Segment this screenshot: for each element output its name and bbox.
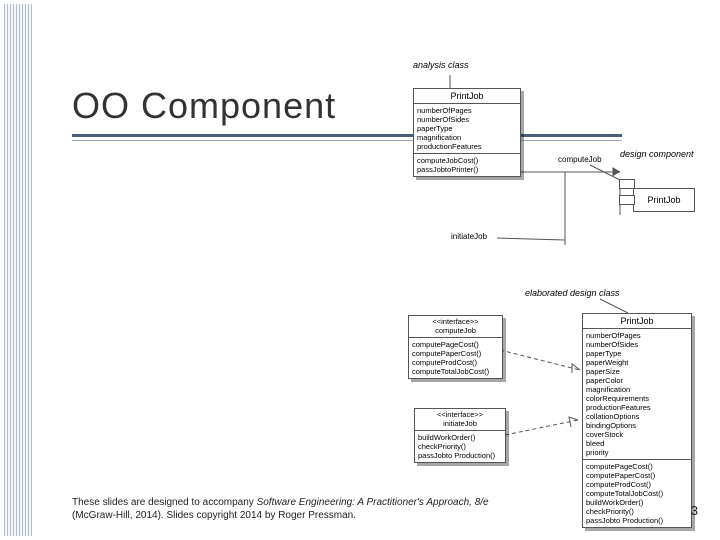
design-component-label: design component — [620, 149, 694, 159]
op: computePaperCost() — [586, 471, 688, 480]
attr: paperType — [586, 349, 688, 358]
analysis-printjob-attrs: numberOfPages numberOfSides paperType ma… — [414, 104, 520, 154]
analysis-printjob-ops: computeJobCost() passJobtoPrinter() — [414, 154, 520, 176]
analysis-printjob-classbox: PrintJob numberOfPages numberOfSides pap… — [413, 88, 521, 177]
interface-initiatejob-header: <<interface>> initiateJob — [415, 409, 505, 431]
elaborated-design-label: elaborated design class — [525, 288, 620, 298]
slide-left-border — [4, 4, 32, 536]
op: checkPriority() — [418, 442, 502, 451]
component-stub-1 — [619, 179, 635, 189]
initiate-job-label: initiateJob — [451, 232, 487, 241]
component-stub-2 — [619, 195, 635, 205]
op: computeTotalJobCost() — [412, 367, 499, 376]
interface-initiatejob-ops: buildWorkOrder() checkPriority() passJob… — [415, 431, 505, 462]
op: buildWorkOrder() — [586, 498, 688, 507]
op: buildWorkOrder() — [418, 433, 502, 442]
attr: priority — [586, 448, 688, 457]
attr: paperWeight — [586, 358, 688, 367]
elaborated-printjob-name: PrintJob — [583, 314, 691, 329]
op: computePageCost() — [412, 340, 499, 349]
bottom-diagram: elaborated design class PrintJob numberO… — [390, 280, 710, 500]
analysis-class-label: analysis class — [413, 60, 469, 70]
op: passJobto Production() — [586, 516, 688, 525]
attr: coverStock — [586, 430, 688, 439]
attr: magnification — [586, 385, 688, 394]
footer-line2: (McGraw-Hill, 2014). Slides copyright 20… — [72, 510, 356, 521]
attr: productionFeatures — [586, 403, 688, 412]
attr: numberOfSides — [417, 115, 517, 124]
attr: paperColor — [586, 376, 688, 385]
design-printjob-box: PrintJob — [633, 188, 695, 212]
analysis-printjob-name: PrintJob — [414, 89, 520, 104]
op: computeProdCost() — [412, 358, 499, 367]
slide-title: OO Component — [72, 85, 336, 127]
op: computeJobCost() — [417, 156, 517, 165]
footer-book-title: Software Engineering: A Practitioner's A… — [257, 497, 489, 508]
interface-computejob-header: <<interface>> computeJob — [409, 316, 502, 338]
interface-initiatejob-classbox: <<interface>> initiateJob buildWorkOrder… — [414, 408, 506, 463]
elaborated-printjob-attrs: numberOfPages numberOfSides paperType pa… — [583, 329, 691, 460]
op: passJobtoPrinter() — [417, 165, 517, 174]
slide-footer: These slides are designed to accompany S… — [72, 497, 489, 522]
op: computeTotalJobCost() — [586, 489, 688, 498]
attr: paperSize — [586, 367, 688, 376]
slide: OO Component analysis class PrintJob num… — [0, 0, 720, 540]
attr: numberOfSides — [586, 340, 688, 349]
page-number: 3 — [691, 503, 698, 518]
top-diagram: analysis class PrintJob numberOfPages nu… — [395, 60, 705, 270]
op: passJobto Production() — [418, 451, 502, 460]
op: computeProdCost() — [586, 480, 688, 489]
attr: magnification — [417, 133, 517, 142]
attr: paperType — [417, 124, 517, 133]
attr: productionFeatures — [417, 142, 517, 151]
interface-computejob-ops: computePageCost() computePaperCost() com… — [409, 338, 502, 378]
attr: collationOptions — [586, 412, 688, 421]
attr: numberOfPages — [417, 106, 517, 115]
compute-job-label: computeJob — [558, 155, 602, 164]
elaborated-printjob-classbox: PrintJob numberOfPages numberOfSides pap… — [582, 313, 692, 528]
op: computePaperCost() — [412, 349, 499, 358]
attr: bleed — [586, 439, 688, 448]
attr: numberOfPages — [586, 331, 688, 340]
interface-computejob-classbox: <<interface>> computeJob computePageCost… — [408, 315, 503, 379]
footer-line1-part1: These slides are designed to accompany — [72, 497, 257, 508]
op: computePageCost() — [586, 462, 688, 471]
design-printjob-name: PrintJob — [647, 195, 680, 205]
elaborated-printjob-ops: computePageCost() computePaperCost() com… — [583, 460, 691, 527]
op: checkPriority() — [586, 507, 688, 516]
attr: bindingOptions — [586, 421, 688, 430]
attr: colorRequirements — [586, 394, 688, 403]
